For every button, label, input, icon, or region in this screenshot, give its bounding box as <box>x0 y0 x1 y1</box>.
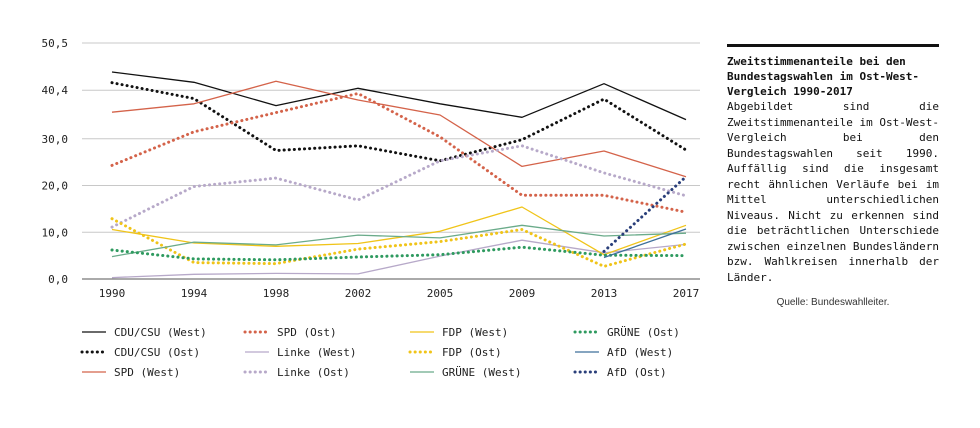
legend-item: SPD (Ost) <box>243 326 337 339</box>
legend-label: GRÜNE (West) <box>442 366 521 379</box>
series-line <box>111 239 687 279</box>
legend-item: AfD (Ost) <box>573 366 667 379</box>
legend-label: CDU/CSU (West) <box>114 326 207 339</box>
x-tick-label: 2005 <box>427 287 454 300</box>
x-axis-ticks: 1990 1994 1998 2002 2005 2009 2013 2017 <box>99 287 700 300</box>
x-tick-label: 2017 <box>673 287 700 300</box>
grid-lines <box>82 42 700 280</box>
x-tick-label: 2009 <box>509 287 536 300</box>
y-tick-label: 50,5 <box>42 37 69 50</box>
source-note: Quelle: Bundeswahlleiter. <box>776 297 890 308</box>
legend-item: Linke (West) <box>245 346 356 359</box>
legend-item: Linke (Ost) <box>243 366 350 379</box>
series-line <box>110 81 688 163</box>
legend: CDU/CSU (West) CDU/CSU (Ost) SPD (West) SPD… <box>80 326 680 379</box>
series-line <box>110 245 688 262</box>
x-tick-label: 1994 <box>181 287 208 300</box>
chart-title: Zweitstimmenanteile bei den Bundestagswa… <box>727 55 920 98</box>
legend-label: GRÜNE (Ost) <box>607 326 680 339</box>
x-tick-label: 2013 <box>591 287 618 300</box>
legend-label: SPD (Ost) <box>277 326 337 339</box>
series-line <box>603 228 687 259</box>
description-text: Abgebildet sind die Zweitstimmenanteile … <box>727 100 939 284</box>
legend-label: SPD (West) <box>114 366 180 379</box>
series-line <box>111 71 687 121</box>
legend-item: CDU/CSU (Ost) <box>80 346 200 359</box>
series-line <box>110 217 688 268</box>
series-line <box>111 80 687 178</box>
y-tick-label: 30,0 <box>42 133 69 146</box>
series-lines <box>110 71 688 279</box>
legend-label: AfD (Ost) <box>607 366 667 379</box>
legend-label: FDP (Ost) <box>442 346 502 359</box>
legend-label: AfD (West) <box>607 346 673 359</box>
y-axis-ticks: 50,5 40,4 30,0 20,0 10,0 0,0 <box>42 37 69 286</box>
y-tick-label: 40,4 <box>42 84 69 97</box>
legend-label: Linke (Ost) <box>277 366 350 379</box>
series-line <box>602 175 688 253</box>
legend-label: FDP (West) <box>442 326 508 339</box>
description-panel: Zweitstimmenanteile bei den Bundestagswa… <box>727 44 939 308</box>
legend-item: FDP (West) <box>410 326 508 339</box>
x-tick-label: 1990 <box>99 287 126 300</box>
series-line <box>110 144 688 229</box>
series-line <box>110 92 688 214</box>
legend-item: GRÜNE (West) <box>410 366 521 379</box>
y-tick-label: 10,0 <box>42 226 69 239</box>
x-tick-label: 1998 <box>263 287 290 300</box>
legend-item: AfD (West) <box>575 346 673 359</box>
legend-item: GRÜNE (Ost) <box>573 326 680 339</box>
y-tick-label: 20,0 <box>42 180 69 193</box>
x-tick-label: 2002 <box>345 287 372 300</box>
legend-label: Linke (West) <box>277 346 356 359</box>
legend-label: CDU/CSU (Ost) <box>114 346 200 359</box>
series-line <box>111 206 687 256</box>
legend-item: SPD (West) <box>82 366 180 379</box>
line-chart: 50,5 40,4 30,0 20,0 10,0 0,0 1990 1994 1998 2002… <box>42 37 700 379</box>
y-tick-label: 0,0 <box>48 273 68 286</box>
legend-item: CDU/CSU (West) <box>82 326 207 339</box>
legend-item: FDP (Ost) <box>408 346 502 359</box>
series-line <box>111 224 687 258</box>
